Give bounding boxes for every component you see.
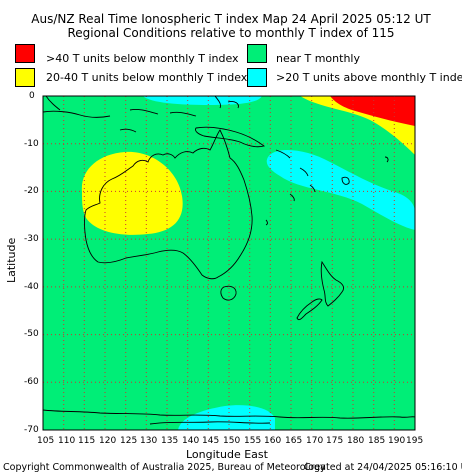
x-tick-label: 175	[326, 436, 344, 446]
y-tick-label: -20	[24, 186, 39, 196]
x-tick-label: 140	[182, 436, 200, 446]
indonesia-coastline	[43, 110, 111, 118]
x-tick-label: 125	[120, 436, 138, 446]
y-tick-label: -30	[24, 234, 39, 244]
australia-coastline	[84, 129, 253, 280]
y-tick-label: -50	[24, 329, 39, 339]
x-tick-label: 190	[388, 436, 406, 446]
x-tick-label: 160	[264, 436, 282, 446]
new-zealand-south-island	[296, 298, 323, 321]
x-tick-label: 185	[368, 436, 386, 446]
legend-label-cyan: >20 T units above monthly T index	[276, 71, 462, 84]
x-tick-label: 110	[58, 436, 76, 446]
x-tick-label: 105	[37, 436, 55, 446]
legend-label-green: near T monthly	[276, 52, 360, 65]
region-cyan-south	[178, 405, 275, 430]
x-tick-label: 115	[78, 436, 96, 446]
legend-label-yellow: 20-40 T units below monthly T index	[46, 71, 248, 84]
y-tick-label: 0	[29, 91, 35, 101]
x-tick-label: 180	[347, 436, 365, 446]
legend-label-red: >40 T units below monthly T index	[46, 52, 239, 65]
x-axis-label: Longitude East	[186, 448, 268, 461]
x-tick-label: 130	[140, 436, 158, 446]
x-tick-label: 145	[202, 436, 220, 446]
copyright-notice: Copyright Commonwealth of Australia 2025…	[3, 462, 326, 473]
coastlines	[43, 96, 415, 425]
legend-swatch-red	[15, 44, 35, 63]
legend-swatch-yellow	[15, 68, 35, 87]
map-frame	[42, 95, 416, 431]
region-cyan-north	[143, 96, 262, 105]
x-tick-label: 135	[161, 436, 179, 446]
y-axis-label: Latitude	[5, 237, 18, 283]
map-subtitle: Regional Conditions relative to monthly …	[67, 26, 395, 40]
legend-swatch-green	[247, 44, 267, 63]
map-title: Aus/NZ Real Time Ionospheric T index Map…	[31, 12, 431, 26]
x-tick-label: 165	[285, 436, 303, 446]
y-tick-label: -60	[24, 377, 39, 387]
x-tick-label: 195	[406, 436, 424, 446]
region-yellow-west	[81, 151, 183, 235]
tasmania-coastline	[220, 285, 237, 301]
x-tick-label: 120	[99, 436, 117, 446]
antarctica-coastline	[43, 409, 415, 419]
region-near-monthly	[43, 96, 415, 430]
created-timestamp: Created at 24/04/2025 05:16:10 UT	[304, 462, 462, 473]
x-tick-label: 150	[223, 436, 241, 446]
region-red-northeast	[330, 96, 415, 126]
new-guinea-coastline	[195, 126, 266, 148]
x-tick-label: 155	[244, 436, 262, 446]
y-tick-label: -70	[24, 425, 39, 435]
new-zealand-north-island	[320, 260, 345, 307]
legend-swatch-cyan	[247, 68, 267, 87]
y-tick-label: -40	[24, 282, 39, 292]
x-tick-label: 170	[306, 436, 324, 446]
y-tick-label: -10	[24, 139, 39, 149]
